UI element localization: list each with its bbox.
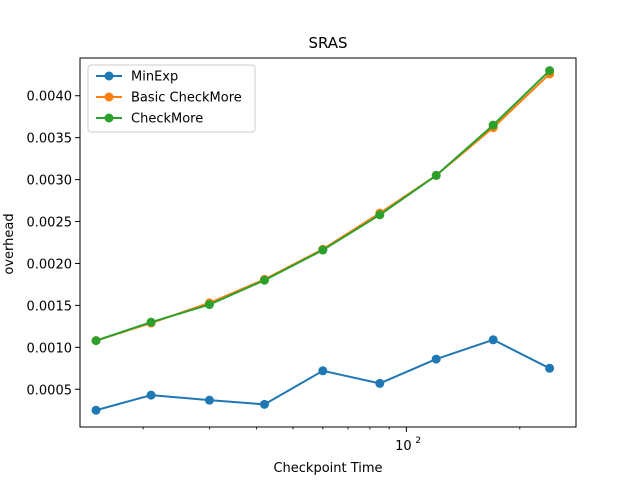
- y-tick-label: 0.0040: [27, 90, 73, 105]
- data-point-minexp: [488, 335, 498, 345]
- legend-marker-basic-checkmore: [104, 92, 114, 102]
- data-point-minexp: [545, 363, 555, 373]
- data-point-checkmore: [545, 66, 555, 76]
- legend-marker-checkmore: [104, 113, 114, 123]
- y-tick-label: 0.0025: [27, 216, 73, 231]
- y-tick-label: 0.0030: [27, 174, 73, 189]
- axes-layer: [79, 57, 577, 428]
- data-point-checkmore: [91, 336, 101, 346]
- data-point-minexp: [91, 405, 101, 415]
- ticks-layer: 0.0005 0.0010 0.0015 0.0020 0.0025 0.0030 0.00…: [27, 90, 521, 454]
- legend-marker-minexp: [104, 71, 114, 81]
- legend-box: [87, 64, 256, 133]
- y-tick-label: 0.0020: [27, 257, 73, 272]
- data-point-checkmore: [375, 210, 385, 220]
- data-point-minexp: [204, 395, 214, 405]
- x-tick-label: 10: [395, 439, 412, 454]
- data-point-minexp: [318, 366, 328, 376]
- data-point-checkmore: [431, 170, 441, 180]
- y-tick-label: 0.0005: [27, 383, 73, 398]
- data-point-checkmore: [146, 317, 156, 327]
- y-axis-label: overhead: [2, 213, 17, 274]
- data-point-checkmore: [318, 245, 328, 255]
- data-point-minexp: [375, 378, 385, 388]
- chart-title: SRAS: [308, 34, 347, 52]
- y-tick-label: 0.0035: [27, 132, 73, 147]
- legend-label-basic-checkmore: Basic CheckMore: [131, 91, 242, 106]
- x-tick-label-exponent: 2: [415, 436, 421, 446]
- data-point-checkmore: [204, 300, 214, 310]
- legend-label-minexp: MinExp: [131, 70, 178, 85]
- data-point-minexp: [431, 354, 441, 364]
- data-point-minexp: [259, 399, 269, 409]
- legend-label-checkmore: CheckMore: [131, 112, 203, 127]
- x-axis-label: Checkpoint Time: [273, 461, 382, 476]
- plot-frame: [79, 57, 577, 428]
- data-point-checkmore: [488, 120, 498, 130]
- series-layer: [91, 66, 555, 415]
- data-point-minexp: [146, 390, 156, 400]
- data-point-checkmore: [259, 275, 269, 285]
- y-tick-label: 0.0015: [27, 299, 73, 314]
- y-tick-label: 0.0010: [27, 341, 73, 356]
- legend: MinExp Basic CheckMore CheckMore: [87, 64, 256, 133]
